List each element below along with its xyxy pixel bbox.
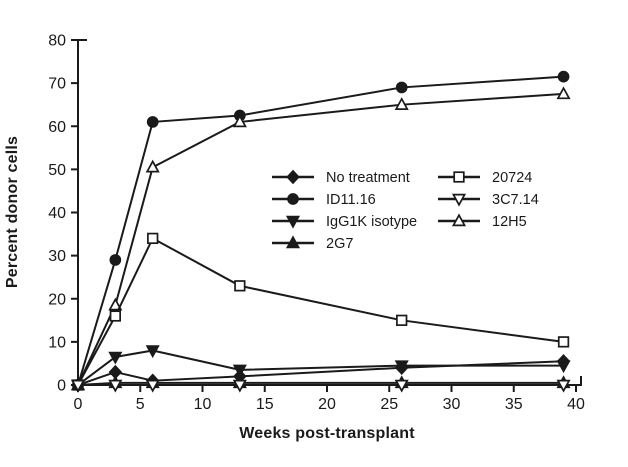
data-point-marker [145,159,160,173]
legend-label: No treatment [326,170,410,186]
y-tick-label: 0 [57,378,66,395]
data-point-marker [147,232,159,245]
legend-item-id11-16: ID11.16 [272,192,376,208]
triangle-down-open-icon [451,193,467,207]
x-tick-label: 0 [74,396,83,413]
legend-item-20724: 20724 [438,170,532,186]
x-tick-label: 10 [194,396,212,413]
data-point-marker [234,280,246,292]
data-point-marker [556,86,571,100]
data-point-marker [109,254,122,266]
data-point-marker [395,81,408,94]
triangle-up-filled-icon [285,235,301,249]
data-point-marker [109,310,122,322]
x-tick-label: 35 [505,396,523,413]
y-tick-label: 60 [48,119,66,136]
y-axis-title: Percent donor cells [4,135,21,289]
series-id11-16 [72,70,570,391]
series-3c7-14 [70,379,571,393]
triangle-up-open-icon [451,213,467,227]
y-tick-label: 40 [48,205,66,222]
data-point-marker [556,354,571,369]
y-tick-label: 20 [48,291,66,308]
data-point-marker [394,360,409,375]
series-line [77,381,564,386]
legend-item-3c7-14: 3C7.14 [438,192,539,208]
y-tick-label: 30 [48,248,66,265]
legend-item-no-treatment: No treatment [272,169,410,186]
data-point-marker [394,379,409,393]
y-tick-label: 70 [48,76,66,93]
x-tick-label: 25 [380,396,398,413]
data-point-marker [108,351,123,365]
series-line [77,75,564,386]
legend-label: ID11.16 [326,192,376,208]
data-point-marker [146,116,159,128]
circle-filled-icon [287,193,299,205]
data-point-marker [557,336,570,348]
data-point-marker [232,114,247,128]
data-point-marker [108,379,123,393]
legend-item-igg1k-isotype: IgG1K isotype [272,214,417,230]
x-tick-label: 40 [567,396,585,413]
legend-label: 2G7 [326,236,353,252]
x-axis-title: Weeks post-transplant [239,425,415,442]
data-point-marker [108,297,123,311]
series-line [77,360,564,386]
series-12h5 [70,86,571,391]
x-tick-label: 20 [318,396,336,413]
square-open-icon [453,171,465,183]
data-point-marker [394,97,409,110]
x-tick-label: 30 [443,396,461,413]
x-tick-label: 15 [256,396,274,413]
data-point-marker [557,70,570,83]
x-tick-label: 5 [136,396,145,413]
data-point-marker [232,379,247,393]
legend-item-2g7: 2G7 [272,235,353,252]
legend-label: 12H5 [492,214,527,230]
data-point-marker [70,379,86,393]
data-point-marker [145,345,160,359]
diamond-filled-icon [286,169,300,185]
legend-label: IgG1K isotype [326,214,417,230]
data-point-marker [556,379,571,393]
data-point-marker [396,314,408,326]
series-line [77,92,564,386]
series-line [77,237,564,386]
legend-item-12h5: 12H5 [438,213,527,230]
data-point-marker [145,379,160,393]
y-tick-label: 10 [48,334,66,351]
legend-label: 3C7.14 [492,192,539,208]
triangle-down-filled-icon [285,215,301,229]
y-tick-label: 80 [48,33,66,50]
legend-label: 20724 [492,170,532,186]
series-line [77,349,564,386]
y-tick-label: 50 [48,162,66,179]
